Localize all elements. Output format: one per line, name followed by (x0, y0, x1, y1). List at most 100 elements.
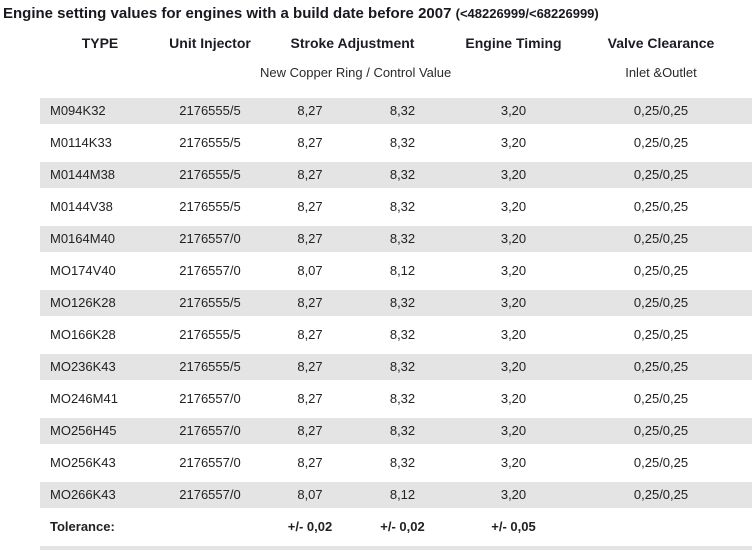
type-cell: M0144V38 (50, 199, 113, 214)
valve-clearance-cell: 0,25/0,25 (633, 103, 689, 118)
stroke-1-cell: 8,07 (297, 263, 323, 278)
page-title-serial-range: (<48226999/<68226999) (455, 6, 599, 21)
unit-injector-cell: 2176557/0 (179, 231, 241, 246)
subheader-valve-clearance: Inlet &Outlet (625, 65, 697, 80)
engine-timing-cell: 3,20 (500, 231, 527, 246)
unit-injector-cell: 2176555/5 (179, 199, 241, 214)
col-header-engine-timing: Engine Timing (465, 35, 562, 51)
tolerance-label: Tolerance: (50, 519, 115, 534)
valve-clearance-cell: 0,25/0,25 (633, 423, 689, 438)
valve-clearance-cell: 0,25/0,25 (633, 263, 689, 278)
stroke-1-cell: 8,27 (297, 135, 323, 150)
valve-clearance-cell: 0,25/0,25 (633, 295, 689, 310)
stroke-2-cell: 8,32 (389, 423, 416, 438)
type-cell: MO166K28 (50, 327, 116, 342)
stroke-2-cell: 8,32 (389, 295, 416, 310)
stroke-2-cell: 8,32 (389, 455, 416, 470)
page-title: Engine setting values for engines with a… (3, 4, 599, 23)
table-subheader-row: New Copper Ring / Control Value Inlet &O… (40, 63, 752, 83)
tolerance-empty-cell (160, 514, 260, 540)
page-title-main: Engine setting values for engines with a… (3, 5, 452, 22)
engine-table-body: M094K32 2176555/5 8,27 8,32 3,20 0,25/0,25 M01… (40, 98, 752, 514)
table-row: M0144M38 2176555/5 8,27 8,32 3,20 0,25/0,25 (40, 162, 752, 188)
stroke-2-cell: 8,12 (389, 487, 416, 502)
valve-clearance-cell: 0,25/0,25 (633, 199, 689, 214)
engine-timing-cell: 3,20 (500, 391, 527, 406)
table-row: M094K32 2176555/5 8,27 8,32 3,20 0,25/0,25 (40, 98, 752, 124)
stroke-1-cell: 8,27 (297, 327, 323, 342)
subheader-stroke-adjustment: New Copper Ring / Control Value (260, 65, 452, 80)
stroke-1-cell: 8,27 (297, 167, 323, 182)
stroke-1-cell: 8,27 (297, 103, 323, 118)
table-row: MO246M41 2176557/0 8,27 8,32 3,20 0,25/0,25 (40, 386, 752, 412)
engine-timing-cell: 3,20 (500, 327, 527, 342)
valve-clearance-cell: 0,25/0,25 (633, 135, 689, 150)
stroke-2-cell: 8,32 (389, 103, 416, 118)
table-row: M0144V38 2176555/5 8,27 8,32 3,20 0,25/0,25 (40, 194, 752, 220)
engine-timing-cell: 3,20 (500, 103, 527, 118)
stroke-1-cell: 8,27 (297, 359, 323, 374)
valve-clearance-cell: 0,25/0,25 (633, 167, 689, 182)
tolerance-empty-cell (570, 514, 752, 540)
stroke-1-cell: 8,27 (297, 423, 323, 438)
tolerance-row: Tolerance: +/- 0,02 +/- 0,02 +/- 0,05 (40, 514, 752, 540)
stroke-1-cell: 8,07 (297, 487, 323, 502)
engine-timing-cell: 3,20 (500, 295, 527, 310)
stroke-1-cell: 8,27 (297, 199, 323, 214)
subheader-spacer (160, 63, 260, 83)
valve-clearance-cell: 0,25/0,25 (633, 359, 689, 374)
engine-timing-cell: 3,20 (500, 487, 527, 502)
unit-injector-cell: 2176557/0 (179, 263, 241, 278)
stroke-1-cell: 8,27 (297, 391, 323, 406)
tolerance-stroke-1: +/- 0,02 (287, 519, 333, 534)
valve-clearance-cell: 0,25/0,25 (633, 231, 689, 246)
valve-clearance-cell: 0,25/0,25 (633, 455, 689, 470)
type-cell: MO126K28 (50, 295, 116, 310)
stroke-1-cell: 8,27 (297, 295, 323, 310)
tolerance-engine-timing: +/- 0,05 (491, 519, 536, 534)
unit-injector-cell: 2176557/0 (179, 487, 241, 502)
stroke-2-cell: 8,32 (389, 359, 416, 374)
table-row: MO256H45 2176557/0 8,27 8,32 3,20 0,25/0,25 (40, 418, 752, 444)
stroke-2-cell: 8,32 (389, 391, 416, 406)
table-row: MO174V40 2176557/0 8,07 8,12 3,20 0,25/0,25 (40, 258, 752, 284)
table-row: MO236K43 2176555/5 8,27 8,32 3,20 0,25/0,25 (40, 354, 752, 380)
subheader-spacer (40, 63, 160, 83)
type-cell: MO246M41 (50, 391, 118, 406)
type-cell: MO266K43 (50, 487, 116, 502)
type-cell: MO256K43 (50, 455, 116, 470)
stroke-2-cell: 8,32 (389, 231, 416, 246)
unit-injector-cell: 2176555/5 (179, 295, 241, 310)
stroke-1-cell: 8,27 (297, 455, 323, 470)
table-row: MO166K28 2176555/5 8,27 8,32 3,20 0,25/0,25 (40, 322, 752, 348)
unit-injector-cell: 2176557/0 (179, 455, 241, 470)
tolerance-stroke-2: +/- 0,02 (380, 519, 425, 534)
type-cell: M0164M40 (50, 231, 116, 246)
stroke-2-cell: 8,12 (389, 263, 416, 278)
partial-next-row (40, 546, 752, 550)
engine-timing-cell: 3,20 (500, 423, 527, 438)
unit-injector-cell: 2176557/0 (179, 391, 241, 406)
col-header-stroke-adjustment: Stroke Adjustment (290, 35, 415, 51)
stroke-1-cell: 8,27 (297, 231, 323, 246)
subheader-spacer (445, 63, 570, 83)
table-row: M0164M40 2176557/0 8,27 8,32 3,20 0,25/0,25 (40, 226, 752, 252)
table-row: MO126K28 2176555/5 8,27 8,32 3,20 0,25/0,25 (40, 290, 752, 316)
type-cell: MO174V40 (50, 263, 116, 278)
valve-clearance-cell: 0,25/0,25 (633, 391, 689, 406)
unit-injector-cell: 2176555/5 (179, 167, 241, 182)
engine-timing-cell: 3,20 (500, 167, 527, 182)
type-cell: M0144M38 (50, 167, 116, 182)
table-row: M0114K33 2176555/5 8,27 8,32 3,20 0,25/0,25 (40, 130, 752, 156)
col-header-type: TYPE (81, 35, 119, 51)
table-row: MO266K43 2176557/0 8,07 8,12 3,20 0,25/0,25 (40, 482, 752, 508)
stroke-2-cell: 8,32 (389, 199, 416, 214)
unit-injector-cell: 2176555/5 (179, 359, 241, 374)
unit-injector-cell: 2176555/5 (179, 135, 241, 150)
col-header-unit-injector: Unit Injector (169, 35, 251, 51)
table-header-row: TYPE Unit Injector Stroke Adjustment Eng… (40, 33, 752, 53)
stroke-2-cell: 8,32 (389, 327, 416, 342)
table-row: MO256K43 2176557/0 8,27 8,32 3,20 0,25/0,25 (40, 450, 752, 476)
valve-clearance-cell: 0,25/0,25 (633, 327, 689, 342)
engine-timing-cell: 3,20 (500, 359, 527, 374)
